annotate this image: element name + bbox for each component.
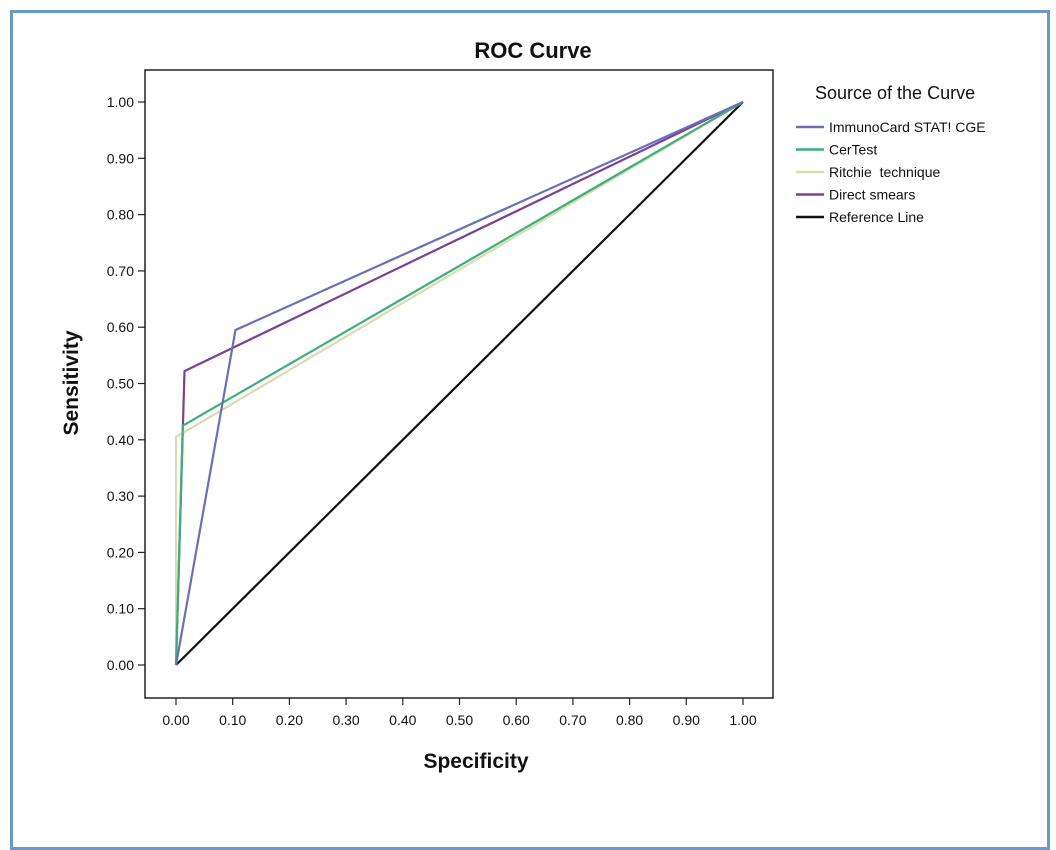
legend-label-immunocard-stat-cge: ImmunoCard STAT! CGE: [829, 119, 986, 135]
y-tick-label: 0.00: [107, 657, 134, 673]
y-tick-label: 0.40: [107, 432, 134, 448]
x-tick-label: 0.70: [559, 712, 586, 728]
y-tick-label: 0.50: [107, 376, 134, 392]
y-tick-label: 0.90: [107, 150, 134, 166]
series-lines: [174, 100, 744, 666]
x-tick-label: 0.90: [673, 712, 700, 728]
x-tick-label: 0.50: [446, 712, 473, 728]
legend-label-reference-line: Reference Line: [829, 209, 924, 225]
legend-label-certest: CerTest: [829, 142, 877, 158]
x-tick-label: 0.20: [276, 712, 303, 728]
x-tick-label: 0.10: [219, 712, 246, 728]
x-tick-label: 0.00: [162, 712, 189, 728]
legend-label-ritchie-technique: Ritchie technique: [829, 164, 941, 180]
y-tick-label: 1.00: [107, 94, 134, 110]
x-tick-label: 0.60: [503, 712, 530, 728]
legend-label-direct-smears: Direct smears: [829, 187, 915, 203]
y-tick-label: 0.30: [107, 488, 134, 504]
y-axis-label: Sensitivity: [60, 330, 83, 435]
chart-title: ROC Curve: [474, 38, 591, 63]
y-tick-label: 0.10: [107, 601, 134, 617]
y-axis: 0.00 0.10 0.20 0.30 0.40 0.50 0.60 0.70 0.80 0.90…: [107, 94, 145, 673]
x-tick-label: 1.00: [729, 712, 756, 728]
series-line-certest: [174, 101, 744, 666]
y-tick-label: 0.70: [107, 263, 134, 279]
series-line-immunocard-stat-cge: [174, 100, 744, 666]
series-line-ritchie-technique: [174, 101, 744, 665]
x-tick-label: 0.30: [332, 712, 359, 728]
legend-title: Source of the Curve: [815, 83, 975, 103]
legend: Source of the Curve ImmunoCard STAT! CGE…: [796, 83, 986, 225]
series-line-reference-line: [175, 101, 744, 666]
y-tick-label: 0.80: [107, 207, 134, 223]
x-tick-label: 0.80: [616, 712, 643, 728]
y-tick-label: 0.60: [107, 319, 134, 335]
x-axis-label: Specificity: [423, 750, 528, 773]
y-tick-label: 0.20: [107, 544, 134, 560]
x-tick-label: 0.40: [389, 712, 416, 728]
x-axis: 0.00 0.10 0.20 0.30 0.40 0.50 0.60 0.70 0.80 0.90…: [162, 698, 757, 728]
